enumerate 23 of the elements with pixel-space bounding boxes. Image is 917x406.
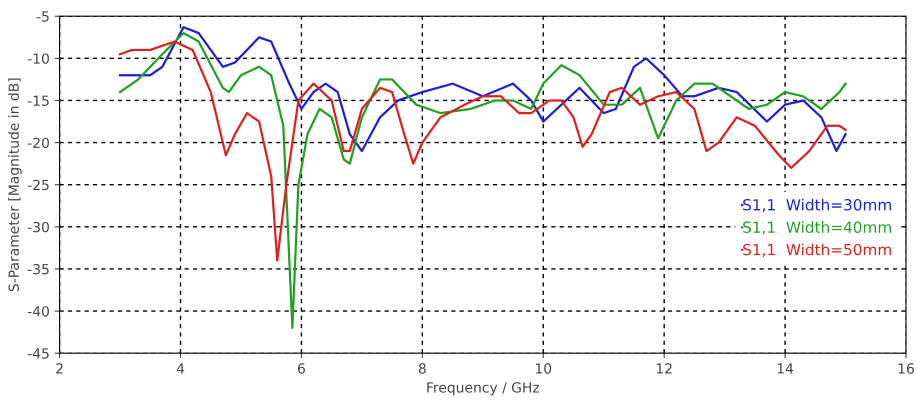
legend-label: S1,1 Width=30mm xyxy=(743,198,891,212)
y-tick-label: -5 xyxy=(36,11,49,22)
line-series xyxy=(118,26,847,152)
x-tick-label: 2 xyxy=(56,363,63,374)
x-tick-label: 8 xyxy=(418,363,426,374)
y-tick-label: -30 xyxy=(28,222,49,232)
legend-label: S1,1 Width=40mm xyxy=(743,221,891,235)
x-tick-label: 4 xyxy=(176,363,184,374)
y-tick-label: -20 xyxy=(28,138,49,148)
x-tick-label: 10 xyxy=(536,363,552,374)
legend-label: S1,1 Width=50mm xyxy=(743,244,891,257)
y-axis-title: S-Parameter [Magnitude in dB] xyxy=(8,78,22,292)
x-axis-title: Frequency / GHz xyxy=(427,382,540,396)
x-tick-label: 6 xyxy=(298,363,305,374)
x-tick-label: 12 xyxy=(656,363,672,374)
y-tick-label: -45 xyxy=(28,348,49,359)
y-tick-label: -15 xyxy=(28,96,49,106)
x-tick-label: 16 xyxy=(898,363,914,374)
x-tick-label: 14 xyxy=(778,363,794,374)
y-tick-label: -35 xyxy=(28,264,49,274)
y-tick-label: -10 xyxy=(28,53,49,64)
y-tick-label: -40 xyxy=(28,306,49,317)
y-tick-label: -25 xyxy=(28,180,49,190)
